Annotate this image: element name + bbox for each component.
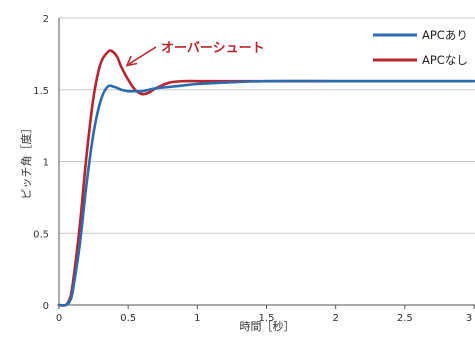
y-tick-labels: 0 0.5 1 1.5 2	[33, 14, 49, 312]
series-lines	[57, 49, 475, 307]
x-tick-label: 1	[194, 313, 200, 324]
x-axis-title: 時間［秒］	[240, 319, 295, 333]
series-line-apc-on	[57, 79, 475, 307]
x-tick-label: 0.5	[120, 313, 136, 324]
x-tick-label: 2.5	[397, 313, 413, 324]
x-tick-label: 2	[332, 313, 338, 324]
y-tick-label: 0.5	[33, 229, 49, 240]
y-tick-label: 1.5	[33, 86, 49, 97]
x-tick-label: 0	[56, 313, 62, 324]
grid-lines	[59, 17, 475, 234]
annotation-text: オーバーシュート	[161, 41, 265, 56]
legend-label-apc-on: APCあり	[422, 28, 468, 42]
annotation-arrowhead	[125, 55, 138, 67]
x-tick-label: 1.5	[259, 313, 275, 324]
x-tick-label: 3	[466, 313, 472, 324]
y-axis-title: ピッチ角［度］	[19, 123, 33, 200]
annotation: オーバーシュート	[125, 41, 265, 67]
x-tick-labels: 0 0.5 1 1.5 2 2.5 3	[56, 305, 475, 324]
annotation-arrow	[128, 46, 157, 65]
y-tick-label: 0	[43, 301, 49, 312]
y-tick-label: 1	[43, 158, 49, 169]
y-tick-label: 2	[43, 14, 49, 25]
legend-label-apc-off: APCなし	[422, 53, 468, 67]
legend: APCあり APCなし	[373, 28, 468, 67]
